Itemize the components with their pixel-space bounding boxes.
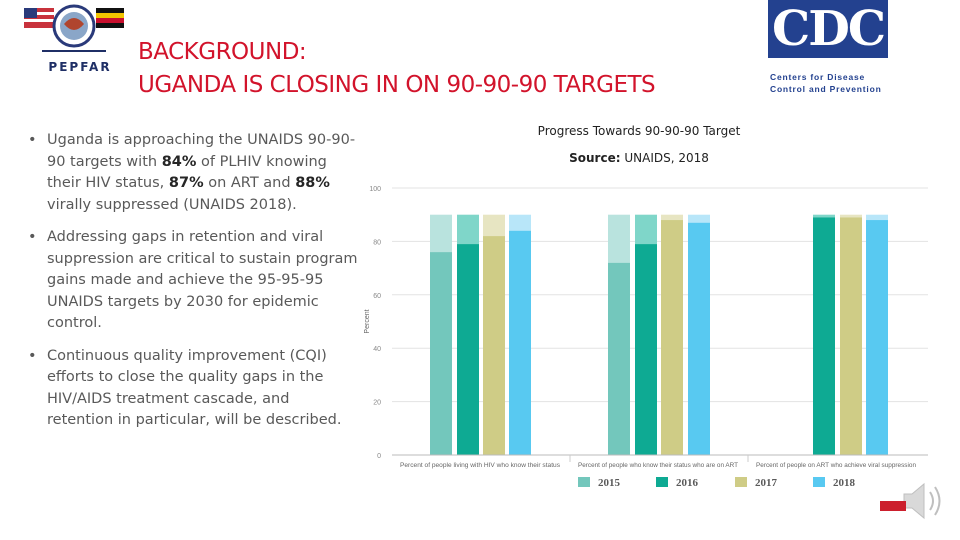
bullet-text: on ART and (203, 175, 296, 191)
cdc-tagline-2: Control and Prevention (770, 84, 882, 94)
bar-2016 (457, 244, 479, 455)
pepfar-logo-text: PEPFAR (48, 60, 112, 74)
bar-2015 (430, 252, 452, 455)
target-gap-bar (813, 214, 835, 218)
legend-swatch (656, 477, 668, 487)
target-gap-bar (840, 214, 862, 218)
bullet-item: • Addressing gaps in retention and viral … (28, 227, 358, 335)
bar-2016 (813, 217, 835, 455)
bar-2017 (840, 217, 862, 455)
x-category-label: Percent of people who know their status … (578, 462, 738, 469)
bar-2017 (661, 220, 683, 455)
target-gap-bar (457, 214, 479, 245)
target-gap-bar (661, 214, 683, 221)
target-gap-bar (635, 214, 657, 245)
legend-label: 2018 (833, 477, 856, 489)
target-gap-bar (608, 214, 630, 263)
bullet-text: Addressing gaps in retention and viral s… (47, 229, 358, 331)
legend-label: 2016 (676, 477, 699, 489)
bullet-highlight: 88% (295, 175, 330, 191)
bar-2016 (635, 244, 657, 455)
bullet-item: • Uganda is approaching the UNAIDS 90-90-… (28, 130, 358, 216)
x-category-label: Percent of people on ART who achieve vir… (756, 462, 916, 469)
target-gap-bar (688, 214, 710, 223)
chart-source: Source: UNAIDS, 2018 (480, 151, 798, 165)
slide-title-line: UGANDA IS CLOSING IN ON 90-90-90 TARGETS (138, 72, 656, 98)
bullet-text: of PLHIV knowing their HIV status, (47, 153, 327, 192)
target-gap-bar (430, 214, 452, 253)
slide-title: BACKGROUND: UGANDA IS CLOSING IN ON 90-9… (138, 36, 656, 102)
bullet-text: Continuous quality improvement (CQI) eff… (47, 347, 342, 429)
y-tick-label: 80 (373, 239, 381, 246)
bullet-list: • Uganda is approaching the UNAIDS 90-90-… (28, 130, 358, 443)
speaker-icon[interactable] (900, 478, 948, 524)
y-tick-label: 40 (373, 346, 381, 353)
target-gap-bar (866, 214, 888, 221)
legend-label: 2015 (598, 477, 621, 489)
bullet-text: virally suppressed (UNAIDS 2018). (47, 196, 297, 213)
bullet-text: Uganda is approaching the UNAIDS 90-90-9… (47, 132, 356, 170)
target-gap-bar (483, 214, 505, 237)
y-tick-label: 20 (373, 400, 381, 407)
bar-2017 (483, 236, 505, 455)
bar-2018 (866, 220, 888, 455)
y-tick-label: 60 (373, 293, 381, 300)
y-axis-label: Percent (364, 309, 371, 333)
legend-swatch (578, 477, 590, 487)
legend-swatch (813, 477, 825, 487)
chart-source-value: UNAIDS, 2018 (624, 151, 709, 165)
bullet-dot: • (28, 347, 37, 364)
target-gap-bar (509, 214, 531, 231)
legend-label: 2017 (755, 477, 778, 489)
bullet-highlight: 84% (161, 153, 197, 170)
red-mark (880, 501, 906, 511)
bar-2018 (509, 230, 531, 455)
bar-2018 (688, 222, 710, 455)
y-tick-label: 0 (377, 453, 381, 460)
chart-source-label: Source: (569, 151, 621, 165)
bullet-dot: • (28, 229, 37, 245)
bullet-highlight: 87% (168, 175, 204, 191)
x-category-label: Percent of people living with HIV who kn… (400, 462, 560, 469)
chart-title: Progress Towards 90-90-90 Target (537, 124, 741, 138)
cdc-logo: CDC (768, 0, 888, 58)
slide-title-line: BACKGROUND: (138, 39, 307, 65)
bullet-dot: • (28, 132, 37, 148)
cdc-tagline-1: Centers for Disease (770, 72, 866, 82)
bar-2015 (608, 262, 630, 455)
pepfar-logo (24, 4, 124, 52)
legend-swatch (735, 477, 747, 487)
y-tick-label: 100 (369, 186, 381, 193)
bullet-item: • Continuous quality improvement (CQI) ef… (28, 346, 358, 432)
